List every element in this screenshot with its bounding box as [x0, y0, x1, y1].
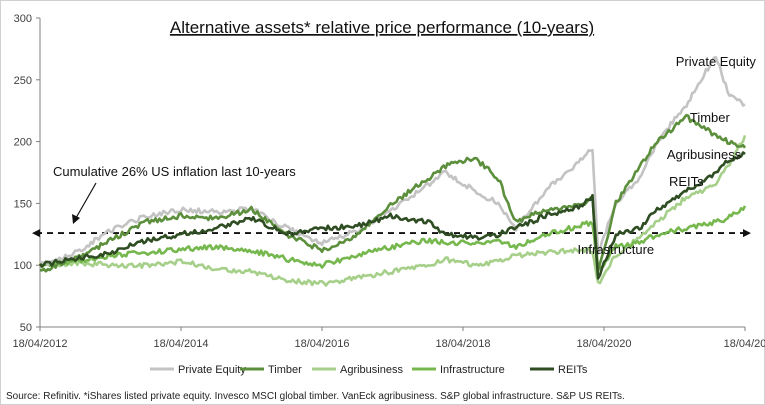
reference-label: Cumulative 26% US inflation last 10-year… [53, 164, 296, 179]
series-label-agribusiness: Agribusiness [667, 147, 742, 162]
y-tick-label: 250 [14, 75, 32, 87]
series-line-infrastructure [38, 205, 747, 272]
inflation-reference: Cumulative 26% US inflation last 10-year… [32, 164, 751, 238]
reference-pointer [75, 182, 97, 219]
x-tick-label: 18/04/2018 [435, 338, 490, 350]
series-line-reits [38, 151, 746, 280]
reference-right-arrowhead [743, 229, 751, 238]
series-lines [38, 55, 747, 287]
axes: 50 100 150 200 250 300 18/04/2012 18/04/2014 18/… [12, 13, 765, 350]
series-line-private-equity [39, 55, 746, 267]
reference-pointer-head [72, 214, 80, 224]
y-tick-label: 150 [14, 198, 32, 210]
series-label-infrastructure: Infrastructure [578, 242, 655, 257]
y-tick-label: 50 [20, 322, 32, 334]
series-label-private-equity: Private Equity [676, 54, 757, 69]
legend-label: Agribusiness [340, 364, 403, 376]
series-line-timber [39, 113, 747, 273]
series-labels: Private Equity Timber Agribusiness REITs Inf… [578, 54, 757, 257]
legend: Private Equity Timber Agribusiness Infrastr… [150, 364, 588, 376]
series-line-agribusiness [38, 135, 747, 287]
chart-title: Alternative assets* relative price perfo… [170, 18, 594, 37]
legend-label: Timber [268, 364, 302, 376]
reference-left-arrowhead [32, 229, 40, 238]
series-label-timber: Timber [690, 110, 731, 125]
x-tick-label: 18/04/20 [724, 338, 765, 350]
legend-label: Private Equity [178, 364, 246, 376]
x-tick-label: 18/04/2012 [12, 338, 67, 350]
x-tick-label: 18/04/2020 [576, 338, 631, 350]
series-label-reits: REITs [669, 174, 704, 189]
y-tick-label: 200 [14, 137, 32, 149]
x-tick-label: 18/04/2016 [294, 338, 349, 350]
y-tick-label: 100 [14, 260, 32, 272]
legend-label: REITs [558, 364, 588, 376]
x-tick-label: 18/04/2014 [153, 338, 208, 350]
y-tick-label: 300 [14, 13, 32, 25]
legend-label: Infrastructure [440, 364, 505, 376]
source-note: Source: Refinitiv. *iShares listed priva… [6, 391, 625, 402]
